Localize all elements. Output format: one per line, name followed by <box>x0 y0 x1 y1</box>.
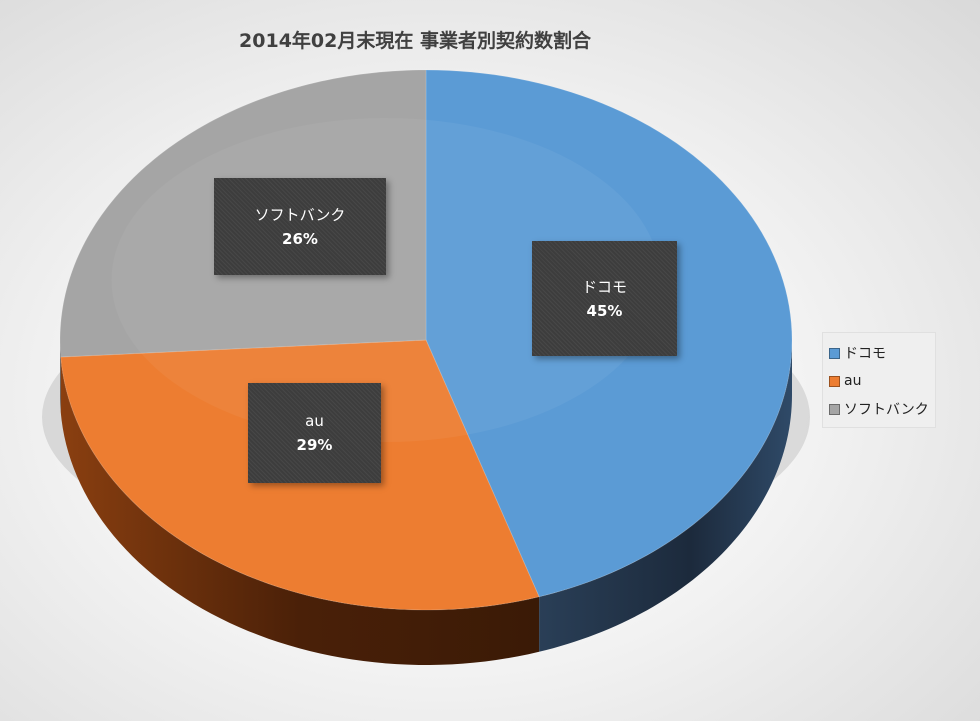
legend: ドコモ au ソフトバンク <box>822 332 936 428</box>
chart-title: 2014年02月末現在 事業者別契約数割合 <box>239 30 591 52</box>
legend-swatch <box>829 375 840 387</box>
legend-label: au <box>844 373 862 389</box>
pie-slice-docomo-side <box>539 340 792 652</box>
data-label-softbank: ソフトバンク 26% <box>214 178 386 275</box>
data-label-percent: 45% <box>586 301 623 320</box>
data-label-percent: 26% <box>282 229 318 248</box>
legend-item-au: au <box>829 367 935 395</box>
pie-slice-softbank-side <box>60 340 61 412</box>
legend-swatch <box>829 403 840 415</box>
legend-label: ソフトバンク <box>844 402 929 418</box>
legend-label: ドコモ <box>844 346 886 362</box>
legend-item-docomo: ドコモ <box>829 339 935 367</box>
legend-item-softbank: ソフトバンク <box>829 395 935 423</box>
data-label-docomo: ドコモ 45% <box>532 241 677 356</box>
data-label-au: au 29% <box>248 383 381 483</box>
data-label-percent: 29% <box>296 436 333 454</box>
legend-swatch <box>829 347 840 359</box>
data-label-category: ソフトバンク <box>254 205 346 224</box>
data-label-category: ドコモ <box>581 277 627 296</box>
data-label-category: au <box>305 412 324 430</box>
pie-slice-au-side <box>60 356 540 665</box>
